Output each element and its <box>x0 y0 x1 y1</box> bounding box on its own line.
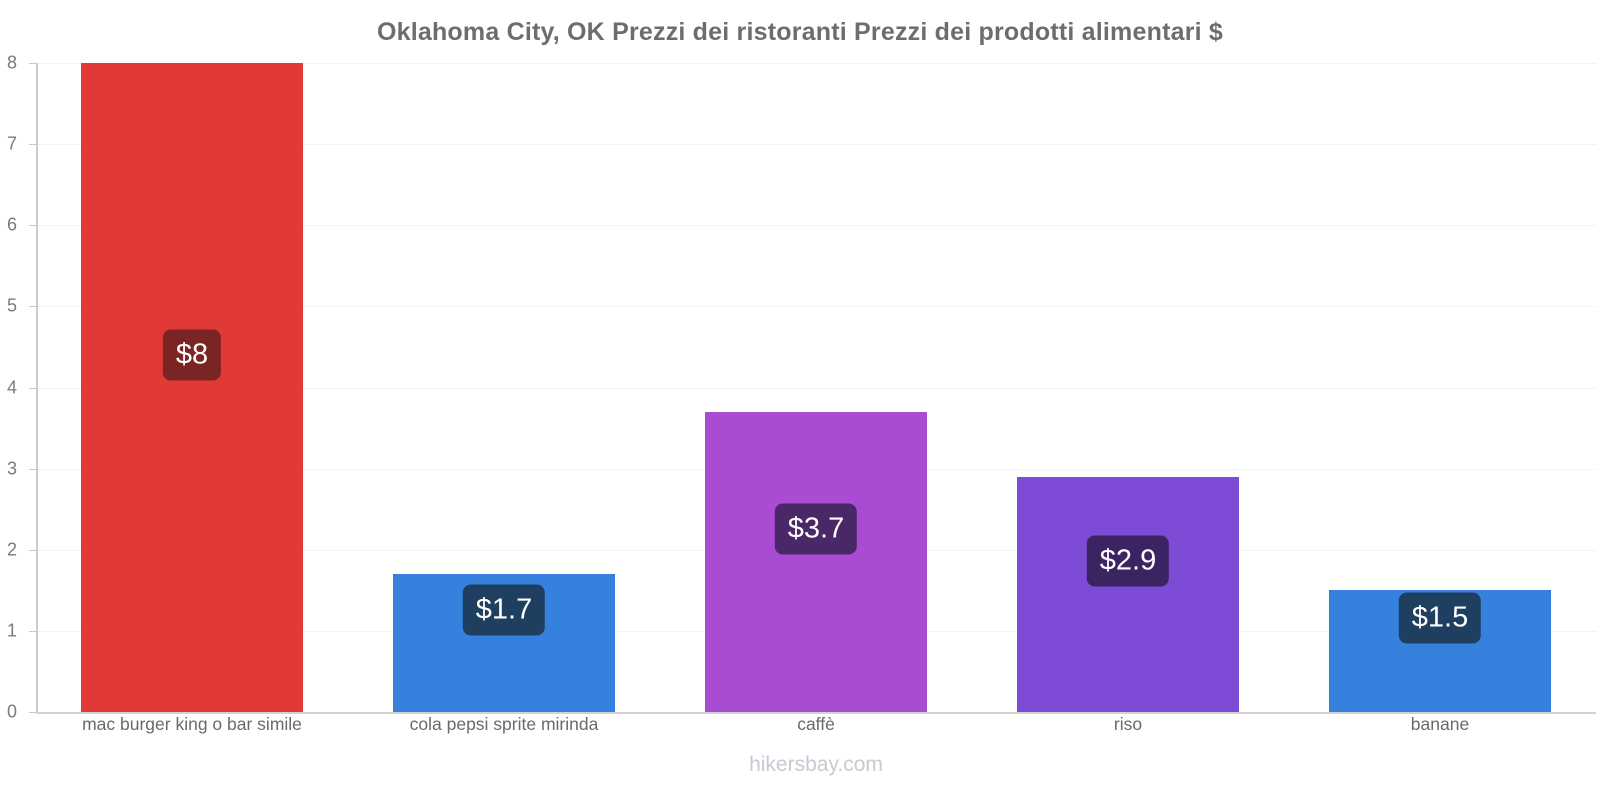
gridline <box>36 387 1596 389</box>
category-label-cola-pepsi-sprite-mirinda: cola pepsi sprite mirinda <box>409 714 599 734</box>
bar-caff-[interactable]: $3.7 <box>705 411 927 712</box>
gridline <box>36 144 1596 146</box>
gridline <box>36 225 1596 227</box>
category-label-riso: riso <box>1113 714 1143 734</box>
bar-value-badge: $1.7 <box>462 584 546 636</box>
gridline <box>36 306 1596 308</box>
y-axis-line <box>36 63 38 714</box>
bar-value-badge: $3.7 <box>774 503 858 555</box>
bar-value-badge: $1.5 <box>1398 592 1482 644</box>
bar-mac-burger-king-o-bar-simile[interactable]: $8 <box>81 63 303 712</box>
y-axis-tick <box>29 549 36 551</box>
y-axis-tick <box>29 306 36 308</box>
bar-riso[interactable]: $2.9 <box>1017 476 1239 712</box>
y-tick-label: 8 <box>7 52 18 73</box>
y-axis-tick <box>29 63 36 64</box>
category-label-caff-: caffè <box>797 714 835 734</box>
bar-banane[interactable]: $1.5 <box>1329 590 1551 712</box>
y-tick-label: 4 <box>7 377 18 397</box>
gridline <box>36 63 1596 64</box>
y-tick-label: 6 <box>7 214 18 235</box>
chart-title: Oklahoma City, OK Prezzi dei ristoranti … <box>376 18 1224 46</box>
y-axis-tick <box>29 468 36 470</box>
y-axis-tick <box>29 387 36 389</box>
x-axis-line <box>36 712 1596 714</box>
y-tick-label: 7 <box>7 133 18 154</box>
y-tick-label: 1 <box>7 620 18 641</box>
category-label-mac-burger-king-o-bar-simile: mac burger king o bar simile <box>82 714 302 734</box>
y-axis-tick <box>29 712 36 713</box>
y-tick-label: 3 <box>7 458 18 479</box>
bar-value-badge: $8 <box>162 329 222 380</box>
bar-value-badge: $2.9 <box>1086 535 1170 587</box>
y-axis-tick <box>29 225 36 227</box>
category-label-banane: banane <box>1410 714 1470 734</box>
y-tick-label: 5 <box>7 295 18 316</box>
watermark-text: hikersbay.com <box>749 753 883 776</box>
y-axis-tick <box>29 630 36 632</box>
bar-cola-pepsi-sprite-mirinda[interactable]: $1.7 <box>393 574 615 712</box>
y-tick-label: 2 <box>7 539 18 560</box>
y-tick-label: 0 <box>7 701 18 722</box>
y-axis-tick <box>29 144 36 146</box>
